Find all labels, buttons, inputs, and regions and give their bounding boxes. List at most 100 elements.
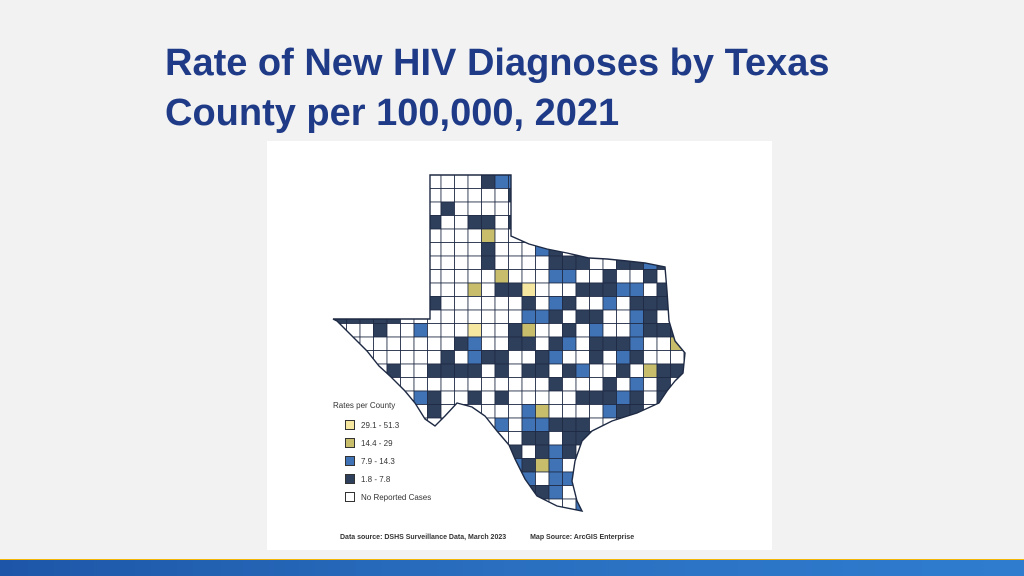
county-cell: [643, 498, 658, 511]
county-cell: [454, 390, 469, 405]
county-cell: [656, 471, 671, 486]
county-cell: [656, 228, 671, 243]
county-cell: [656, 336, 671, 351]
county-cell: [373, 201, 388, 216]
county-cell: [508, 431, 523, 446]
county-cell: [481, 471, 496, 486]
county-cell: [562, 309, 577, 324]
legend-label: 14.4 - 29: [361, 438, 393, 448]
county-cell: [454, 188, 469, 203]
county-cell: [508, 336, 523, 351]
texas-outline: [332, 174, 686, 512]
county-cell: [548, 323, 563, 338]
county-cell: [589, 404, 604, 419]
county-cell: [629, 215, 644, 230]
legend-label: 29.1 - 51.3: [361, 420, 400, 430]
county-cell: [346, 188, 361, 203]
county-cell: [333, 377, 347, 392]
county-cell: [575, 431, 590, 446]
county-cell: [602, 377, 617, 392]
legend-swatch: [345, 438, 355, 448]
county-cell: [575, 485, 590, 500]
county-cell: [602, 431, 617, 446]
county-cell: [643, 377, 658, 392]
county-cell: [629, 309, 644, 324]
county-cell: [400, 242, 415, 257]
county-cell: [616, 431, 631, 446]
county-cell: [454, 309, 469, 324]
county-cell: [373, 228, 388, 243]
county-cell: [548, 444, 563, 459]
county-cell: [575, 175, 590, 189]
county-cell: [467, 377, 482, 392]
county-cell: [481, 309, 496, 324]
county-cell: [467, 471, 482, 486]
legend-item-none: No Reported Cases: [333, 488, 431, 506]
county-cell: [670, 269, 685, 284]
county-cell: [359, 228, 374, 243]
county-cell: [454, 282, 469, 297]
county-cell: [454, 458, 469, 473]
county-cell: [643, 363, 658, 378]
county-cell: [508, 296, 523, 311]
county-cell: [494, 309, 509, 324]
county-cell: [670, 188, 685, 203]
county-cell: [346, 242, 361, 257]
legend-swatch: [345, 474, 355, 484]
county-cell: [521, 296, 536, 311]
county-cell: [644, 513, 658, 527]
county-cell: [548, 296, 563, 311]
county-cell: [468, 513, 482, 527]
county-cell: [629, 323, 644, 338]
county-cell: [373, 377, 388, 392]
county-cell: [400, 363, 415, 378]
county-cell: [467, 323, 482, 338]
county-cell: [454, 296, 469, 311]
county-cell: [616, 242, 631, 257]
county-cell: [413, 175, 428, 189]
county-cell: [562, 269, 577, 284]
county-cell: [548, 417, 563, 432]
county-cell: [467, 175, 482, 189]
county-cell: [548, 350, 563, 365]
map-sources: Data source: DSHS Surveillance Data, Mar…: [340, 534, 656, 541]
county-cell: [562, 431, 577, 446]
county-cell: [656, 431, 671, 446]
county-cell: [548, 201, 563, 216]
county-cell: [386, 296, 401, 311]
county-cell: [413, 377, 428, 392]
county-cell: [413, 323, 428, 338]
county-cell: [440, 471, 455, 486]
county-cell: [359, 336, 374, 351]
county-cell: [548, 336, 563, 351]
county-cell: [589, 215, 604, 230]
county-cell: [629, 431, 644, 446]
county-cell: [548, 282, 563, 297]
county-cell: [481, 242, 496, 257]
county-cell: [670, 175, 685, 189]
county-cell: [373, 296, 388, 311]
county-cell: [521, 282, 536, 297]
county-cell: [602, 498, 617, 511]
county-cell: [535, 188, 550, 203]
county-cell: [467, 498, 482, 511]
slide-title: Rate of New HIV Diagnoses by Texas Count…: [165, 42, 830, 134]
county-cell: [683, 390, 685, 405]
legend-swatch: [345, 492, 355, 502]
county-cell: [521, 309, 536, 324]
county-cell: [440, 296, 455, 311]
county-cell: [589, 485, 604, 500]
county-cell: [683, 363, 685, 378]
county-cell: [683, 498, 685, 511]
county-cell: [521, 350, 536, 365]
county-cell: [454, 417, 469, 432]
county-cell: [548, 485, 563, 500]
county-cell: [602, 336, 617, 351]
county-cell: [535, 255, 550, 270]
county-cell: [359, 323, 374, 338]
county-cell: [602, 485, 617, 500]
county-cell: [616, 309, 631, 324]
county-cell: [481, 296, 496, 311]
county-cell: [400, 309, 415, 324]
map-panel: Rates per County 29.1 - 51.3 14.4 - 29 7…: [267, 141, 772, 550]
